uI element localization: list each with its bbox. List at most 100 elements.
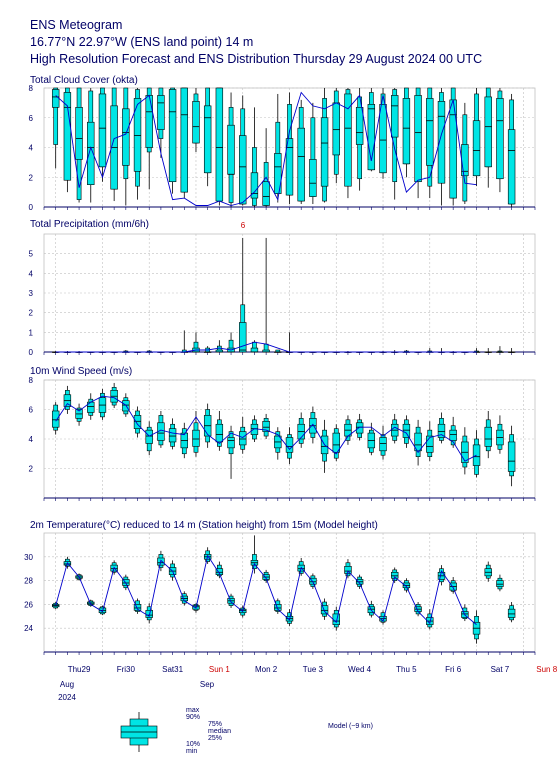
panel1-hres-line [55,91,477,206]
panel1-box [437,101,446,184]
panel3-ytick-label: 2 [29,465,34,474]
panel1-box [262,181,270,206]
day-label: Fri30 [117,665,136,674]
panel4-box [320,605,329,615]
panel3-box [472,444,481,466]
panel1-box [274,153,282,194]
panel3-box [484,426,492,447]
panel2-box [250,347,259,353]
meteogram-title: ENS Meteogram [30,18,123,32]
panel1-box [75,107,83,160]
panel3-box [414,432,422,452]
panel3-box [133,415,142,429]
panel4-box [215,568,224,575]
panel1-box [344,93,352,187]
panel4-box [274,604,282,611]
panel3-box [437,423,446,438]
panel4-box [344,566,352,574]
panel1-box [355,107,364,145]
legend-p90: 90% [186,714,200,721]
day-label: Thu 5 [396,665,417,674]
panel2-ytick-label: 0 [29,348,34,357]
panel1-title: Total Cloud Cover (okta) [30,75,138,86]
panel3-title: 10m Wind Speed (m/s) [30,366,132,377]
panel1-ytick-label: 8 [29,84,34,93]
day-label: Sat31 [162,665,183,674]
panel4-title: 2m Temperature(°C) reduced to 14 m (Stat… [30,520,378,531]
panel1-box [168,89,177,183]
panel3-box [449,429,457,441]
panel1-box [133,98,142,172]
panel1-box [472,120,481,177]
forecast-line: High Resolution Forecast and ENS Distrib… [30,52,483,66]
panel1-box [367,104,376,171]
panel1-box [426,98,434,166]
panel1-box [402,98,411,165]
panel1-box [309,159,317,197]
panel3-box [379,437,387,452]
panel2-box [239,322,247,353]
panel1-box [63,92,72,181]
panel1-box [496,98,504,180]
legend-p75: 75% [208,721,222,728]
panel1-box-outer [53,87,59,145]
panel2-annotation: 6 [241,221,246,230]
panel2-ytick-label: 4 [29,269,34,278]
panel1-box [332,102,340,156]
panel3-box [227,437,235,449]
panel3-hres-line [55,395,477,462]
panel1-box [192,101,200,144]
panel1-box [145,95,153,148]
day-label: Thu29 [68,665,91,674]
panel1-box [122,108,130,166]
panel1-box [285,138,294,196]
legend-p10: 10% [186,741,200,748]
panel4-box [332,613,340,625]
panel1-ytick-label: 2 [29,173,34,182]
legend-model-note: Model (~9 km) [328,723,373,730]
panel1-box [215,87,224,202]
panel1-ytick-label: 4 [29,144,34,153]
panel2-ytick-label: 1 [29,328,34,337]
panel1-ytick-label: 0 [29,203,34,212]
panel3-box [192,429,200,447]
panel3-box [426,435,434,453]
panel3-box [402,423,411,438]
panel4-hres-line [55,554,477,625]
panel3-box [239,431,247,446]
month-label-sep: Sep [200,680,215,689]
panel3-ytick-label: 6 [29,406,34,415]
panel1-box [239,135,247,205]
panel1-box [507,129,516,205]
panel4-box [133,604,142,611]
legend-p25: 25% [208,735,222,742]
panel1-box [227,124,235,175]
panel3-box [51,410,60,428]
day-label: Sun 1 [209,665,230,674]
day-label: Sat 7 [491,665,510,674]
panel1-box [414,95,422,183]
panel2-ytick-label: 3 [29,289,34,298]
panel2-title: Total Precipitation (mm/6h) [30,219,149,230]
panel1-box [157,95,165,130]
panel1-box [180,87,188,193]
day-label: Tue 3 [303,665,324,674]
panel1-ytick-label: 6 [29,114,34,123]
panel1-box [391,95,399,138]
panel3-box [168,428,177,443]
panel4-box [507,608,516,618]
day-label: Sun 8 [536,665,557,674]
panel2-ytick-label: 5 [29,250,34,259]
legend-min: min [186,748,197,755]
month-label-aug: Aug [60,680,74,689]
panel4-ytick-label: 24 [24,624,33,633]
year-label: 2024 [58,693,76,702]
day-label: Fri 6 [445,665,462,674]
panel4-ytick-label: 28 [24,577,33,586]
panel3-box [262,420,270,432]
panel3-box [215,423,224,443]
panel4-ytick-label: 26 [24,600,33,609]
panel1-box [379,104,387,174]
panel3-box [285,437,294,453]
